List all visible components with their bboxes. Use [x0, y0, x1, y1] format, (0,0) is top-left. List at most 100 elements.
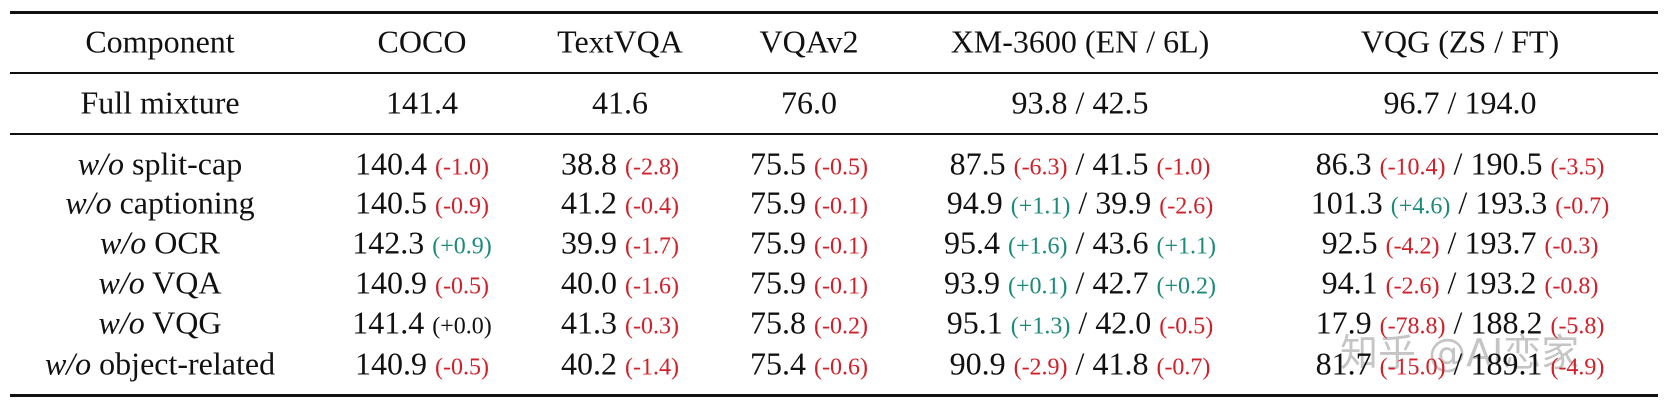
value: 96.7 / 194.0 [1383, 84, 1537, 121]
data-cell: 38.8 (-2.8) [561, 146, 679, 183]
row-label: w/o OCR [100, 225, 220, 262]
header-cell: VQG (ZS / FT) [1361, 24, 1559, 61]
data-cell: 94.9 (+1.1) / 39.9 (-2.6) [947, 185, 1213, 222]
bottom-rule [10, 394, 1658, 397]
delta: (-78.8) [1379, 313, 1446, 340]
value: 193.7 [1464, 224, 1537, 261]
value: 41.6 [592, 84, 648, 121]
header-text: VQAv2 [759, 23, 859, 60]
label: VQG [152, 304, 222, 341]
delta: (-0.3) [1544, 233, 1599, 260]
value: 41.8 [1092, 345, 1149, 382]
value: 75.9 [750, 184, 807, 221]
watermark: 知乎 @AI恋家 [1340, 331, 1580, 375]
label: OCR [154, 224, 221, 261]
label: VQA [152, 264, 222, 301]
delta: (-5.8) [1550, 313, 1605, 340]
row-label: w/o VQA [99, 265, 222, 302]
data-cell: 41.2 (-0.4) [561, 185, 679, 222]
delta: (+1.3) [1010, 313, 1071, 340]
label: object-related [99, 345, 276, 382]
value: 93.9 [944, 264, 1001, 301]
delta: (-0.9) [435, 193, 489, 220]
data-cell: 40.2 (-1.4) [561, 346, 679, 383]
value: 141.4 [352, 304, 425, 341]
value: 94.1 [1321, 264, 1378, 301]
delta: (-2.9) [1013, 354, 1068, 381]
data-cell: 95.4 (+1.6) / 43.6 (+1.1) [944, 225, 1216, 262]
delta: (-0.8) [1544, 273, 1599, 300]
label: split-cap [132, 145, 243, 182]
header-text: TextVQA [557, 23, 683, 60]
value: 93.8 / 42.5 [1011, 84, 1149, 121]
label-prefix: w/o [44, 345, 92, 382]
header-cell: COCO [378, 24, 467, 61]
delta: (-3.5) [1550, 154, 1605, 181]
value: 76.0 [781, 84, 837, 121]
label-prefix: w/o [98, 304, 145, 341]
value: 193.2 [1464, 264, 1537, 301]
value: 87.5 [949, 145, 1006, 182]
mid-rule [10, 133, 1658, 135]
delta: (-0.1) [814, 233, 868, 260]
data-cell: 93.9 (+0.1) / 42.7 (+0.2) [944, 265, 1216, 302]
data-cell: 94.1 (-2.6) / 193.2 (-0.8) [1322, 265, 1599, 302]
value: 75.5 [750, 145, 807, 182]
delta: (-2.8) [625, 154, 679, 181]
data-cell: 140.9 (-0.5) [355, 265, 489, 302]
delta: (-0.1) [814, 273, 868, 300]
value: 101.3 [1310, 184, 1383, 221]
delta: (-4.2) [1385, 233, 1440, 260]
value: / [1447, 264, 1457, 301]
label: captioning [119, 184, 255, 221]
delta: (-0.6) [814, 354, 868, 381]
data-cell: 140.5 (-0.9) [355, 185, 489, 222]
value: / [1075, 145, 1085, 182]
value: 95.1 [946, 304, 1003, 341]
value: 81.7 [1315, 345, 1372, 382]
data-cell: 95.1 (+1.3) / 42.0 (-0.5) [947, 305, 1213, 342]
delta: (-0.5) [435, 273, 489, 300]
delta: (-10.4) [1379, 154, 1446, 181]
value: 142.3 [352, 224, 425, 261]
header-text: XM-3600 (EN / 6L) [950, 23, 1210, 60]
value: 75.9 [750, 264, 807, 301]
value: 188.2 [1470, 304, 1543, 341]
delta: (+1.1) [1010, 193, 1071, 220]
delta: (+1.6) [1008, 233, 1068, 260]
value: 140.5 [355, 184, 428, 221]
value: 38.8 [561, 145, 618, 182]
value: 141.4 [386, 84, 458, 121]
value: 40.0 [561, 264, 618, 301]
row-label: w/o split-cap [78, 146, 242, 183]
value: / [1078, 304, 1088, 341]
delta: (-0.2) [814, 313, 868, 340]
delta: (-1.4) [625, 354, 679, 381]
value: / [1075, 345, 1085, 382]
data-cell: 101.3 (+4.6) / 193.3 (-0.7) [1311, 185, 1609, 222]
data-cell: 141.4 (+0.0) [352, 305, 492, 342]
value: 86.3 [1315, 145, 1372, 182]
delta: (-0.5) [814, 154, 868, 181]
value: 140.4 [355, 145, 428, 182]
row-label: w/o VQG [99, 305, 222, 342]
header-cell: TextVQA [557, 24, 683, 61]
value: / [1075, 264, 1085, 301]
delta: (+0.1) [1008, 273, 1068, 300]
delta: (-6.3) [1013, 154, 1068, 181]
row-label: w/o object-related [45, 346, 275, 383]
header-cell: VQAv2 [760, 24, 859, 61]
value: / [1453, 145, 1463, 182]
label-prefix: w/o [99, 224, 147, 261]
value: 189.1 [1470, 345, 1543, 382]
value: / [1078, 184, 1088, 221]
data-cell: 41.6 [592, 85, 648, 122]
value: 94.9 [946, 184, 1003, 221]
value: / [1453, 304, 1463, 341]
data-cell: 75.8 (-0.2) [750, 305, 868, 342]
data-cell: 39.9 (-1.7) [561, 225, 679, 262]
header-cell: Component [85, 24, 234, 61]
data-cell: 140.9 (-0.5) [355, 346, 489, 383]
data-cell: 41.3 (-0.3) [561, 305, 679, 342]
